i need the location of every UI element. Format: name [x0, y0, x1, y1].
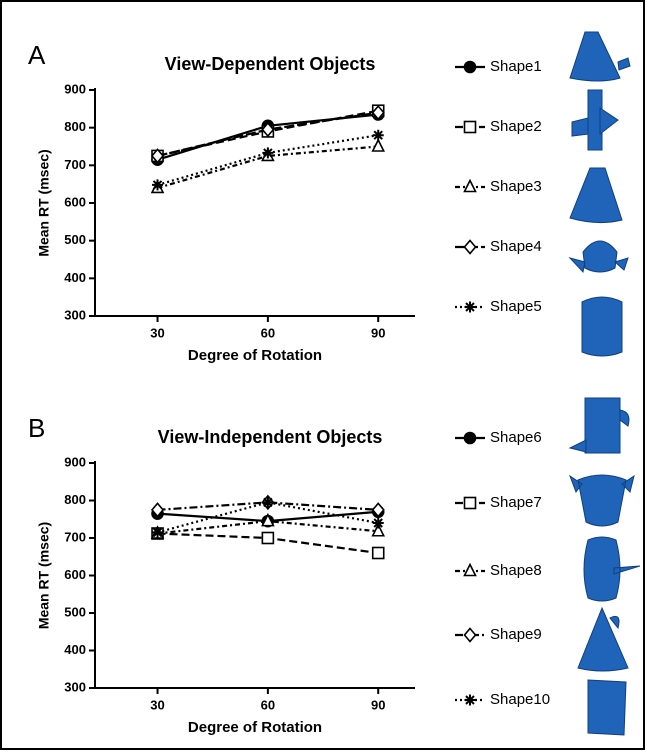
legend-label: Shape4	[490, 238, 542, 255]
series-line	[157, 520, 379, 535]
x-axis-label: Degree of Rotation	[188, 719, 322, 736]
marker	[150, 148, 165, 164]
marker	[371, 138, 386, 152]
legend-marker	[463, 120, 477, 134]
marker	[371, 502, 385, 518]
shape-image	[569, 167, 623, 224]
legend-marker	[463, 562, 477, 577]
shape-image	[569, 31, 621, 82]
marker	[372, 129, 384, 141]
x-tick-label: 90	[371, 325, 385, 340]
shape-image	[577, 606, 629, 672]
shape-image	[584, 397, 621, 454]
marker	[261, 531, 275, 545]
y-axis-label: Mean RT (msec)	[36, 522, 52, 629]
shape-image	[583, 536, 641, 602]
x-tick-label: 30	[150, 697, 164, 712]
series-line	[157, 501, 379, 511]
shape-image	[581, 296, 623, 357]
legend-marker	[463, 496, 477, 510]
y-tick-label: 900	[64, 454, 86, 469]
x-axis-label: Degree of Rotation	[188, 347, 322, 364]
y-tick-label: 700	[64, 529, 86, 544]
legend-label: Shape10	[490, 691, 550, 708]
legend-marker	[463, 60, 477, 74]
legend-label: Shape1	[490, 58, 542, 75]
marker	[152, 179, 164, 191]
marker	[371, 546, 385, 560]
legend-label: Shape2	[490, 118, 542, 135]
x-tick-label: 60	[261, 697, 275, 712]
marker	[371, 522, 386, 537]
legend-marker	[463, 627, 477, 643]
marker	[371, 104, 385, 121]
x-tick-label: 90	[371, 697, 385, 712]
y-tick-label: 600	[64, 567, 86, 582]
legend-marker	[464, 694, 476, 706]
y-tick-label: 500	[64, 604, 86, 619]
x-tick-label: 60	[261, 325, 275, 340]
legend-marker	[463, 239, 477, 255]
marker	[372, 517, 384, 529]
legend-marker	[463, 431, 477, 445]
marker	[261, 121, 275, 138]
panel-label: A	[28, 40, 46, 70]
marker	[152, 526, 164, 538]
y-tick-label: 300	[64, 679, 86, 694]
legend-label: Shape6	[490, 429, 542, 446]
shape-images	[568, 31, 641, 736]
y-tick-label: 700	[64, 157, 86, 172]
legend-label: Shape7	[490, 494, 542, 511]
shape-image	[571, 107, 619, 137]
legend-label: Shape3	[490, 178, 542, 195]
y-tick-label: 900	[64, 81, 86, 96]
y-tick-label: 500	[64, 232, 86, 247]
marker	[262, 496, 274, 508]
shape-image	[568, 474, 635, 527]
marker	[262, 147, 274, 159]
y-tick-label: 400	[64, 270, 86, 285]
shape-image	[568, 240, 629, 274]
chart-title: View-Independent Objects	[158, 427, 383, 447]
y-tick-label: 400	[64, 642, 86, 657]
y-tick-label: 300	[64, 307, 86, 322]
x-tick-label: 30	[150, 325, 164, 340]
marker	[261, 512, 275, 527]
y-tick-label: 600	[64, 194, 86, 209]
shape-image	[568, 409, 630, 453]
legend-marker	[463, 178, 477, 193]
legend-label: Shape5	[490, 298, 542, 315]
legend-label: Shape9	[490, 626, 542, 643]
legend-marker	[464, 301, 476, 313]
panel-label: B	[28, 413, 45, 443]
marker	[150, 502, 165, 518]
shape-image	[617, 57, 631, 71]
shape-image	[587, 679, 627, 736]
legend-label: Shape8	[490, 562, 542, 579]
chart-title: View-Dependent Objects	[165, 54, 376, 74]
y-tick-label: 800	[64, 119, 86, 134]
y-tick-label: 800	[64, 492, 86, 507]
y-axis-label: Mean RT (msec)	[36, 149, 52, 256]
